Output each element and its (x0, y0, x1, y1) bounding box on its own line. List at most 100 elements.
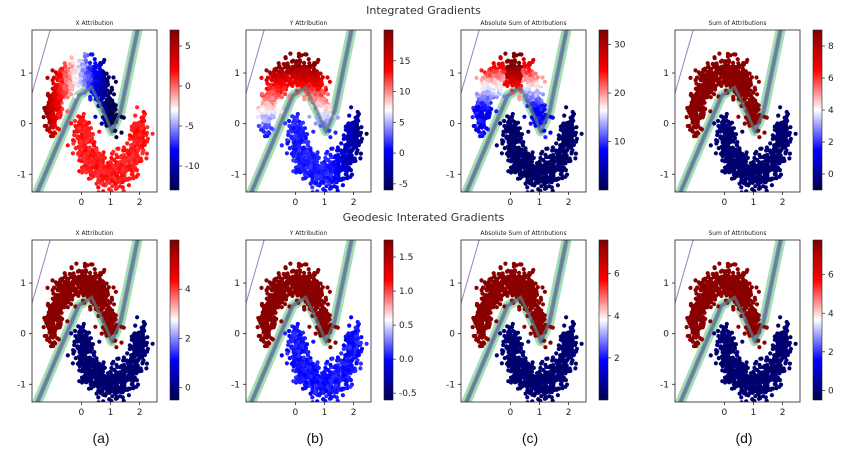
axes-frame (245, 29, 372, 193)
data-point (511, 75, 516, 80)
data-point (126, 151, 131, 156)
subplot-title: Sum of Attributions (708, 20, 767, 27)
data-point (135, 142, 140, 147)
data-point (354, 151, 359, 156)
data-point (525, 185, 530, 190)
scatter-panel: Y Attribution 0 1 2 -1 0 1 15 10 5 0 -5 (222, 20, 427, 210)
data-point (545, 179, 550, 184)
data-point (73, 118, 78, 124)
data-point (264, 78, 269, 83)
data-point (527, 166, 532, 171)
data-point (548, 153, 553, 158)
data-point (555, 183, 560, 188)
data-point (484, 126, 489, 131)
data-point (558, 172, 563, 177)
data-point (524, 169, 529, 174)
data-point (71, 141, 76, 146)
data-point (542, 107, 547, 112)
y-tick-label: -1 (446, 170, 455, 180)
colorbar (169, 29, 180, 191)
data-point (46, 113, 51, 118)
data-point (543, 135, 548, 140)
data-point (113, 79, 118, 84)
data-point (271, 115, 276, 120)
data-point (685, 123, 690, 129)
data-point (127, 133, 132, 138)
data-point (140, 143, 145, 148)
data-point (536, 98, 541, 103)
data-point (539, 107, 544, 112)
data-point (86, 126, 91, 131)
data-point (511, 134, 516, 139)
data-point (497, 85, 502, 90)
data-point (354, 123, 359, 128)
data-point (134, 174, 139, 179)
data-point (502, 82, 507, 87)
data-point (550, 115, 555, 120)
data-point (506, 126, 511, 131)
data-point (145, 136, 150, 141)
data-point (104, 83, 109, 89)
data-point (312, 62, 317, 67)
data-point (523, 63, 528, 68)
data-point (514, 138, 519, 143)
data-point (301, 60, 307, 65)
data-point (336, 157, 341, 162)
data-point (72, 77, 77, 82)
data-point (88, 67, 93, 72)
data-point (693, 101, 698, 106)
data-point (81, 64, 86, 69)
data-point (537, 159, 542, 164)
data-point (534, 88, 539, 93)
data-point (52, 119, 57, 124)
colorbar-tick-label: 15 (399, 57, 410, 67)
data-point (82, 54, 87, 59)
data-point (277, 79, 282, 84)
data-point (522, 155, 527, 160)
data-point (476, 129, 481, 134)
data-point (260, 113, 265, 118)
data-point (333, 130, 338, 135)
data-point (312, 83, 317, 88)
data-point (306, 151, 311, 157)
data-point (292, 141, 298, 147)
data-point (294, 67, 300, 72)
data-point (309, 86, 314, 91)
data-point (260, 107, 265, 112)
data-point (111, 114, 116, 119)
data-point (295, 64, 300, 69)
data-point (494, 109, 499, 114)
data-point (78, 72, 83, 77)
data-point (724, 64, 729, 69)
data-point (332, 193, 336, 197)
data-point (543, 168, 548, 173)
x-tick-label: 0 (79, 198, 85, 208)
data-point (309, 75, 314, 80)
axes-frame (31, 29, 158, 193)
data-point (688, 75, 693, 80)
data-point (57, 109, 62, 115)
data-point (89, 158, 94, 163)
data-point (110, 184, 115, 189)
data-point (42, 123, 47, 129)
data-point (313, 180, 318, 185)
data-point (316, 87, 321, 92)
data-point (519, 170, 524, 175)
data-point (70, 64, 75, 69)
data-point (701, 72, 706, 77)
data-point (297, 148, 302, 153)
data-point (551, 157, 556, 162)
data-point (318, 93, 323, 98)
colorbar-tick-label: 0 (185, 82, 191, 92)
data-point (344, 154, 349, 159)
data-point (322, 159, 327, 164)
data-point (706, 79, 711, 84)
data-point (65, 143, 70, 148)
data-point (521, 151, 526, 157)
data-point (717, 51, 722, 56)
data-point (256, 123, 261, 129)
data-point (548, 130, 553, 135)
data-point (48, 134, 54, 139)
data-point (335, 145, 340, 150)
